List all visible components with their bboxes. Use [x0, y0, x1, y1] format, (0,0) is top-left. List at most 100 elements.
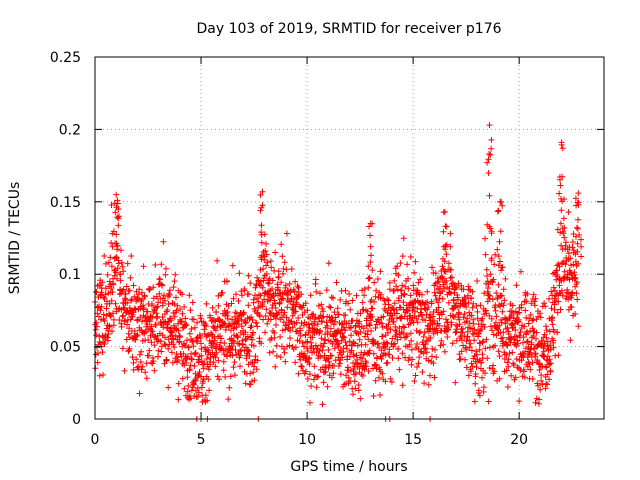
data-point — [267, 258, 274, 265]
data-point — [474, 278, 481, 284]
data-point — [412, 372, 419, 379]
data-point — [463, 364, 470, 371]
data-point — [480, 384, 487, 391]
data-point — [330, 321, 337, 328]
data-point — [224, 278, 230, 284]
data-point — [472, 373, 479, 380]
data-point — [479, 374, 485, 381]
data-point — [484, 355, 491, 362]
data-point — [212, 327, 219, 334]
chart-title: Day 103 of 2019, SRMTID for receiver p17… — [196, 21, 501, 37]
data-point — [497, 228, 504, 235]
data-point — [259, 252, 265, 259]
data-point — [157, 338, 164, 345]
data-point — [546, 376, 553, 383]
data-point — [149, 331, 156, 338]
data-point — [269, 277, 276, 284]
data-point — [95, 350, 101, 357]
data-point — [463, 346, 470, 353]
data-point — [439, 275, 446, 282]
data-point — [559, 145, 566, 152]
data-point — [175, 396, 182, 403]
data-point — [357, 329, 364, 335]
data-point — [445, 299, 452, 306]
data-point — [415, 360, 422, 367]
data-point — [259, 301, 266, 308]
data-point — [458, 348, 465, 355]
data-point — [170, 341, 177, 348]
data-point — [399, 350, 406, 357]
data-point — [574, 296, 581, 303]
data-point — [573, 202, 580, 209]
data-point — [254, 323, 261, 330]
data-point — [146, 318, 153, 325]
data-point — [255, 298, 262, 305]
data-point — [569, 244, 576, 251]
data-point — [230, 295, 237, 302]
data-point — [250, 342, 257, 349]
data-point — [160, 238, 167, 245]
data-point — [157, 276, 163, 283]
data-point — [557, 182, 564, 189]
data-point — [432, 270, 439, 277]
data-point — [394, 263, 401, 270]
data-point — [549, 321, 556, 328]
data-point — [575, 323, 582, 330]
data-point — [462, 356, 468, 363]
data-point — [487, 225, 494, 232]
data-point — [490, 331, 497, 338]
data-point — [496, 375, 503, 382]
data-point — [410, 304, 417, 311]
data-point — [421, 380, 428, 387]
data-point — [569, 239, 576, 245]
data-point — [460, 314, 467, 321]
data-point — [305, 327, 312, 334]
data-point — [140, 304, 147, 311]
data-point — [391, 287, 398, 294]
data-point — [170, 310, 177, 316]
data-point — [549, 314, 556, 321]
data-point — [267, 316, 274, 323]
data-point — [437, 342, 444, 349]
y-tick-label: 0.05 — [50, 340, 81, 356]
data-point — [554, 309, 561, 316]
data-point — [302, 331, 309, 338]
data-point — [312, 276, 319, 283]
data-point — [386, 279, 393, 286]
data-point — [330, 295, 337, 302]
data-point — [247, 280, 254, 287]
data-point — [124, 260, 131, 267]
data-point — [248, 323, 255, 329]
data-point — [420, 350, 427, 357]
data-point — [297, 327, 304, 334]
data-point — [529, 376, 536, 382]
data-point — [171, 278, 178, 285]
data-point — [221, 340, 228, 347]
data-point — [313, 384, 320, 391]
data-point — [280, 319, 287, 326]
data-point — [100, 371, 106, 378]
data-point — [250, 329, 256, 336]
data-point — [190, 316, 197, 323]
data-point — [227, 373, 234, 380]
data-point — [259, 284, 266, 291]
data-point — [485, 156, 492, 163]
data-point — [114, 214, 121, 221]
data-point — [465, 299, 472, 306]
data-point — [570, 261, 577, 268]
data-point — [198, 384, 205, 391]
data-point — [567, 337, 574, 344]
data-point — [489, 279, 496, 286]
data-point — [188, 387, 195, 394]
data-point — [416, 354, 423, 361]
data-point — [147, 285, 153, 292]
data-point — [472, 380, 479, 387]
data-point — [328, 294, 335, 301]
data-point — [273, 322, 279, 328]
data-point — [355, 382, 362, 388]
data-point — [268, 264, 275, 271]
data-point — [219, 289, 226, 296]
data-point — [500, 329, 507, 336]
data-point — [542, 303, 549, 310]
data-point — [113, 204, 120, 211]
